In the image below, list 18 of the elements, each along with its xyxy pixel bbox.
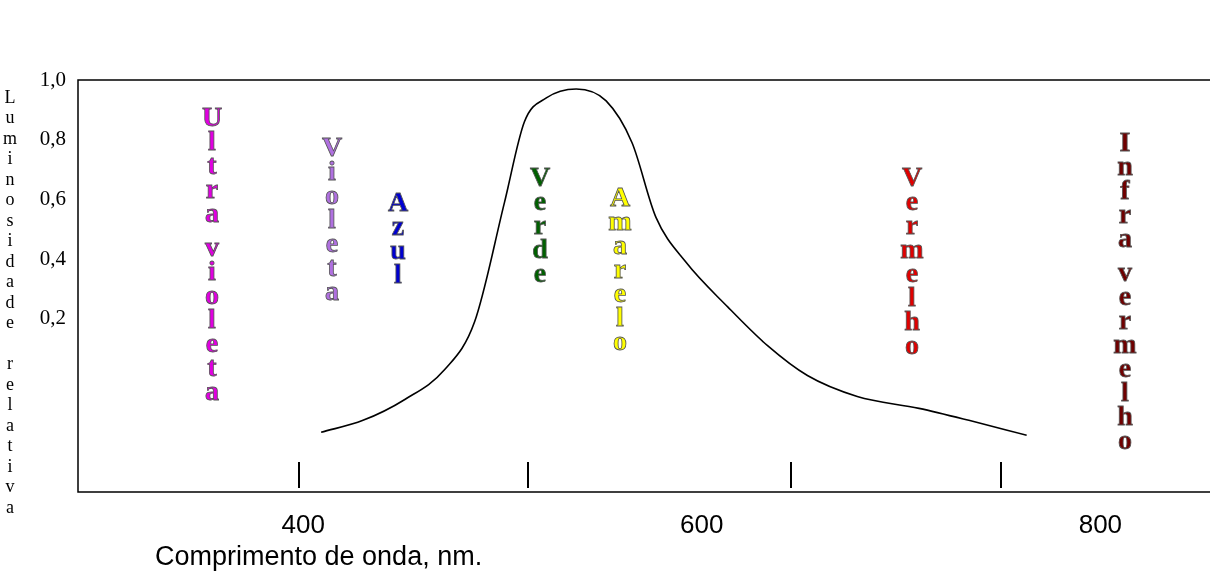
y-tick-label: 0,4 <box>39 245 67 270</box>
x-axis-title: Comprimento de onda, nm. <box>155 541 483 572</box>
y-tick-label: 0,6 <box>39 185 66 210</box>
annotation: Verde <box>529 161 551 289</box>
x-tick-label: 400 <box>281 508 325 539</box>
x-tick-label: 800 <box>1078 508 1123 539</box>
annotation: Amarelo <box>608 181 632 357</box>
x-tick-label: 600 <box>680 508 724 539</box>
annotation: Azul <box>387 186 409 290</box>
line-series <box>320 88 1028 437</box>
y-tick-label: 0,2 <box>39 305 66 330</box>
y-tick-label: 1,0 <box>39 66 66 91</box>
text: Luminosidade relativa <box>2 86 18 517</box>
annotation: Violeta <box>321 131 343 307</box>
y-tick-label: 0,8 <box>39 126 66 151</box>
annotation: Vermelho <box>900 161 924 361</box>
text: Infra vermelho <box>1113 126 1137 456</box>
text: Ultra violeta <box>201 101 223 407</box>
